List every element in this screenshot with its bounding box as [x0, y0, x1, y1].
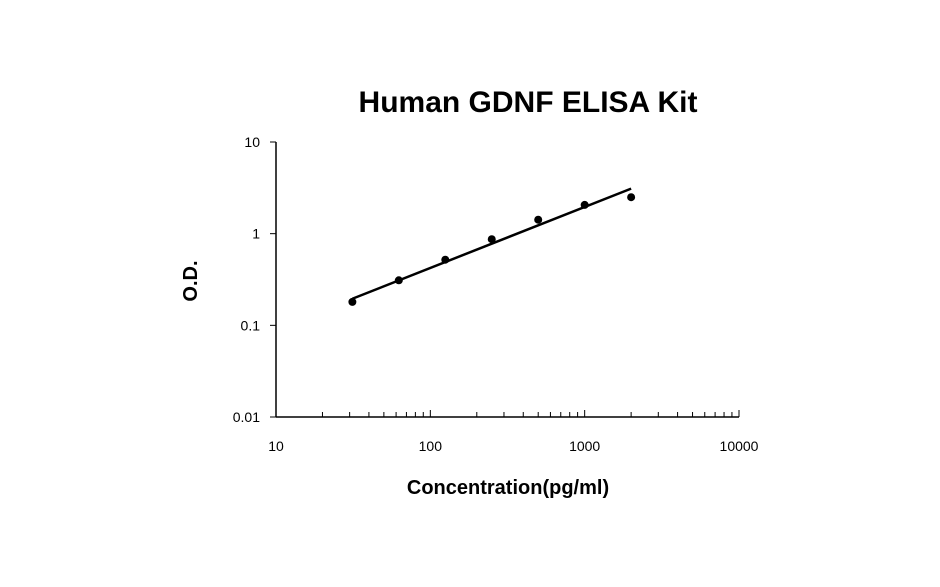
chart-title: Human GDNF ELISA Kit [359, 86, 698, 119]
data-point [487, 235, 496, 244]
data-point [348, 297, 357, 306]
data-point [534, 215, 543, 224]
y-tick-label: 10 [244, 134, 260, 150]
y-tick-label: 0.1 [241, 317, 261, 333]
x-tick-label: 100 [419, 438, 443, 454]
x-tick-label: 10000 [720, 438, 759, 454]
y-tick-label: 1 [252, 226, 260, 242]
x-tick-labels: 10 100 1000 10000 [268, 438, 758, 454]
y-tick-label: 0.01 [233, 409, 260, 425]
data-point [394, 276, 403, 285]
x-tick-label: 1000 [569, 438, 600, 454]
data-points [348, 193, 636, 306]
x-axis-title: Concentration(pg/ml) [407, 477, 609, 499]
data-point [580, 200, 589, 209]
plot-area: 0.01 0.1 1 10 10 100 1000 10000 [233, 134, 759, 454]
y-tick-labels: 0.01 0.1 1 10 [233, 134, 260, 425]
fit-line [351, 187, 632, 300]
x-tick-label: 10 [268, 438, 284, 454]
y-axis-title: O.D. [180, 260, 202, 301]
y-ticks [270, 141, 276, 418]
data-point [441, 255, 450, 264]
x-ticks [275, 410, 740, 417]
data-point [627, 193, 636, 202]
